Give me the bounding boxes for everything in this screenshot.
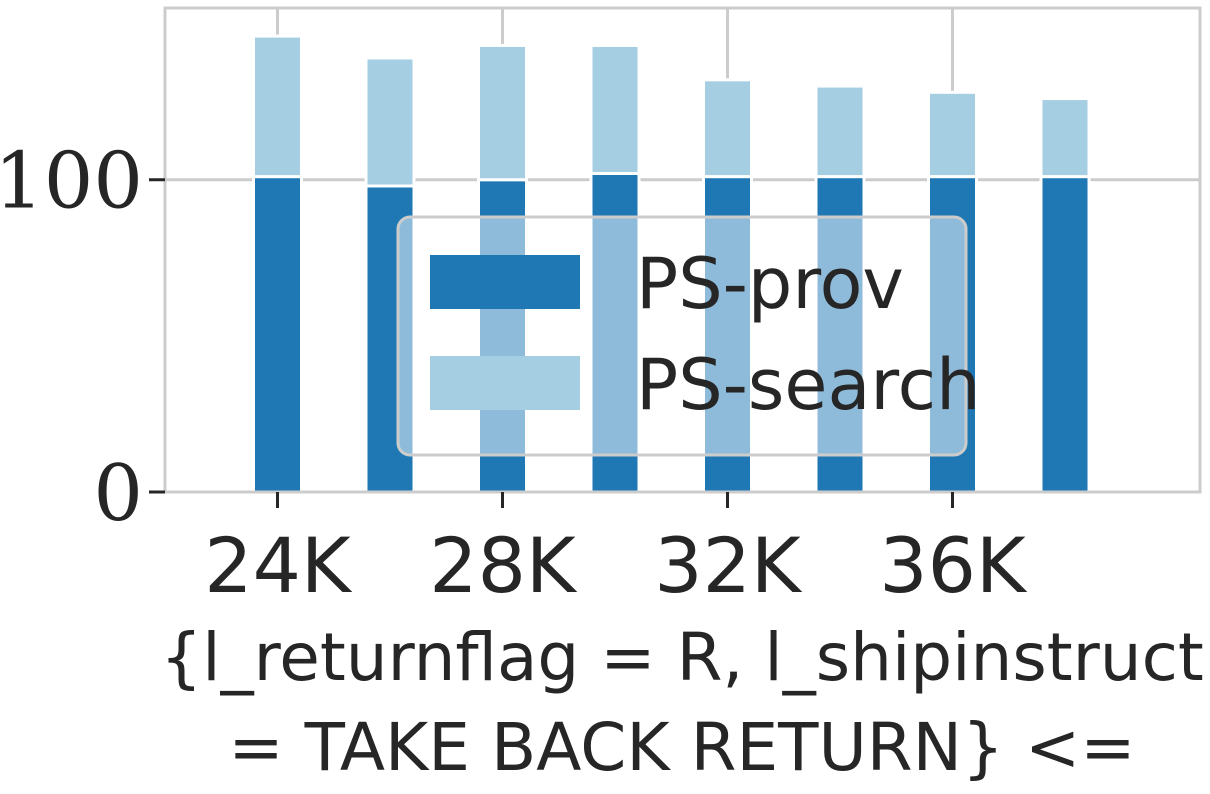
- x-tick-label: 24K: [204, 521, 353, 610]
- legend-swatch-ps-prov: [430, 255, 580, 309]
- x-tick-label: 28K: [429, 521, 578, 610]
- x-axis-label-line: = TAKE BACK RETURN} <=: [228, 709, 1135, 786]
- x-tick-label: 36K: [879, 521, 1028, 610]
- x-axis-label-line: {l_returnflag = R, l_shipinstruct: [160, 619, 1203, 696]
- bar-ps-search: [364, 56, 416, 188]
- x-axis-label: {l_returnflag = R, l_shipinstruct = TAKE …: [160, 619, 1203, 786]
- bar-ps-search: [252, 34, 303, 179]
- bar-ps-prov: [252, 175, 303, 494]
- legend-swatch-ps-search: [430, 356, 580, 410]
- y-tick-label: 0: [93, 449, 143, 539]
- bar-ps-search: [927, 90, 978, 179]
- bar-ps-search: [589, 43, 641, 175]
- y-tick-label: 100: [0, 137, 143, 227]
- bar-ps-search: [702, 78, 753, 179]
- bar-ps-search: [814, 84, 866, 179]
- plot-frame: [163, 6, 1202, 494]
- axes-group: 0 100 24K 28K 32K 36K: [0, 137, 1028, 610]
- bar-ps-search: [477, 43, 528, 182]
- legend-label-ps-search: PS-search: [636, 344, 980, 426]
- x-tick-label: 32K: [654, 521, 803, 610]
- bar-ps-search: [1039, 97, 1091, 179]
- legend-label-ps-prov: PS-prov: [636, 243, 904, 325]
- legend: PS-prov PS-search: [396, 215, 980, 457]
- bar-ps-prov: [1039, 175, 1091, 494]
